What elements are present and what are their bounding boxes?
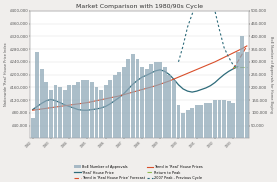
Bar: [231, 103, 235, 138]
Bar: [204, 103, 208, 138]
Bar: [72, 85, 76, 138]
Bar: [176, 105, 180, 138]
Legend: BoE Number of Approvals, 'Real' House Price, Trend in 'Real House Price' Forecas: BoE Number of Approvals, 'Real' House Pr…: [73, 163, 204, 182]
Bar: [217, 100, 221, 138]
Bar: [40, 70, 44, 138]
Bar: [227, 101, 230, 138]
Bar: [131, 54, 135, 138]
Bar: [190, 108, 194, 138]
Bar: [145, 70, 148, 138]
Bar: [140, 67, 144, 138]
Bar: [44, 82, 48, 138]
Y-axis label: BoE Number of Approvals for Home Buying: BoE Number of Approvals for Home Buying: [269, 36, 273, 113]
Bar: [67, 85, 71, 138]
Bar: [199, 105, 203, 138]
Bar: [90, 82, 94, 138]
Bar: [53, 85, 57, 138]
Bar: [108, 80, 112, 138]
Bar: [58, 87, 62, 138]
Bar: [163, 67, 167, 138]
Bar: [31, 118, 35, 138]
Bar: [186, 110, 189, 138]
Bar: [63, 90, 66, 138]
Bar: [94, 87, 98, 138]
Bar: [195, 105, 199, 138]
Bar: [167, 75, 171, 138]
Bar: [76, 82, 80, 138]
Y-axis label: Nationwide 'Real' House Price Index: Nationwide 'Real' House Price Index: [4, 43, 8, 106]
Bar: [113, 75, 117, 138]
Bar: [208, 103, 212, 138]
Bar: [240, 36, 244, 138]
Bar: [99, 90, 103, 138]
Bar: [122, 67, 126, 138]
Bar: [181, 113, 185, 138]
Bar: [245, 52, 249, 138]
Bar: [236, 52, 240, 138]
Bar: [35, 52, 39, 138]
Bar: [154, 62, 158, 138]
Bar: [135, 59, 139, 138]
Bar: [213, 100, 217, 138]
Bar: [172, 80, 176, 138]
Bar: [158, 62, 162, 138]
Title: Market Comparison with 1980/90s Cycle: Market Comparison with 1980/90s Cycle: [76, 4, 203, 9]
Bar: [126, 59, 130, 138]
Bar: [49, 90, 53, 138]
Bar: [117, 72, 121, 138]
Bar: [149, 64, 153, 138]
Bar: [104, 85, 107, 138]
Bar: [222, 100, 226, 138]
Bar: [81, 80, 85, 138]
Bar: [85, 80, 89, 138]
